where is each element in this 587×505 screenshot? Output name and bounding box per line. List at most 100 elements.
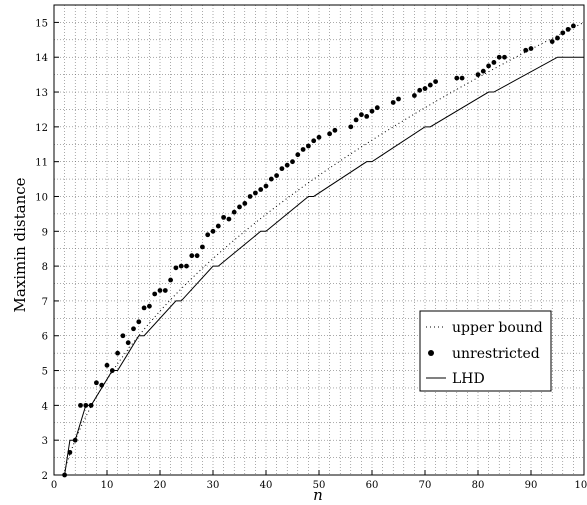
data-point-unrestricted [274, 173, 279, 178]
legend-label-lhd: LHD [452, 371, 485, 387]
x-tick-label: 90 [525, 480, 538, 491]
data-point-unrestricted [147, 303, 152, 309]
series-line-lhd [64, 56, 584, 476]
data-point-unrestricted [247, 194, 253, 199]
data-point-unrestricted [560, 30, 566, 36]
y-tick-label: 10 [35, 192, 48, 203]
data-point-unrestricted [131, 326, 136, 332]
y-tick-label: 5 [42, 367, 48, 378]
data-point-unrestricted [332, 127, 338, 133]
data-point-unrestricted [226, 216, 232, 222]
data-point-unrestricted [549, 39, 555, 44]
data-point-unrestricted [231, 209, 237, 215]
y-tick-label: 9 [42, 227, 48, 238]
data-point-unrestricted [237, 204, 242, 210]
y-tick-label: 8 [42, 262, 48, 273]
data-point-unrestricted [523, 47, 529, 53]
legend-label-unrestricted: unrestricted [452, 346, 540, 362]
data-point-unrestricted [279, 166, 285, 172]
x-tick-label: 70 [419, 480, 432, 491]
x-tick-label: 50 [313, 480, 326, 491]
data-point-unrestricted [348, 124, 354, 130]
data-point-unrestricted [136, 319, 142, 325]
y-tick-label: 6 [42, 332, 48, 343]
data-point-unrestricted [555, 35, 560, 41]
data-point-unrestricted [364, 114, 370, 119]
data-point-unrestricted [412, 93, 417, 98]
data-point-unrestricted [459, 75, 465, 81]
data-point-unrestricted [94, 380, 99, 386]
data-point-unrestricted [189, 253, 195, 259]
data-point-unrestricted [162, 288, 168, 293]
x-tick-label: 0 [51, 480, 57, 491]
data-point-unrestricted [486, 63, 491, 69]
legend-label-upper-bound: upper bound [452, 320, 543, 336]
data-point-unrestricted [152, 291, 158, 297]
data-point-unrestricted [528, 46, 534, 51]
y-axis-label: Maximin distance [11, 177, 29, 312]
data-point-unrestricted [210, 228, 216, 234]
legend-swatch-unrestricted [428, 350, 434, 356]
x-tick-label: 60 [366, 480, 379, 491]
data-point-unrestricted [374, 105, 380, 111]
data-point-unrestricted [168, 277, 174, 283]
data-point-unrestricted [205, 232, 211, 238]
data-point-unrestricted [253, 190, 258, 196]
data-point-unrestricted [141, 305, 147, 311]
data-point-unrestricted [427, 82, 433, 88]
data-point-unrestricted [284, 162, 290, 168]
data-point-unrestricted [120, 333, 126, 339]
data-point-unrestricted [359, 112, 364, 118]
data-point-unrestricted [433, 79, 438, 84]
x-tick-label: 30 [207, 480, 220, 491]
data-point-unrestricted [125, 340, 131, 346]
y-tick-label: 7 [42, 297, 48, 308]
data-point-unrestricted [311, 138, 317, 144]
data-point-unrestricted [316, 134, 322, 140]
data-point-unrestricted [353, 117, 359, 123]
data-point-unrestricted [422, 86, 428, 91]
y-tick-label: 12 [35, 123, 48, 134]
data-point-unrestricted [571, 23, 576, 29]
x-tick-label: 80 [472, 480, 485, 491]
data-point-unrestricted [290, 159, 295, 165]
data-point-unrestricted [565, 26, 571, 32]
y-tick-label: 14 [35, 53, 48, 64]
y-tick-label: 13 [35, 88, 48, 99]
data-point-unrestricted [215, 223, 221, 229]
data-point-unrestricted [268, 176, 274, 182]
series [62, 21, 585, 478]
y-tick-label: 4 [42, 401, 48, 412]
y-tick-label: 15 [35, 18, 48, 29]
plot-frame [53, 4, 585, 476]
data-point-unrestricted [295, 152, 301, 158]
legend: upper bound unrestricted LHD [419, 310, 552, 392]
x-tick-label: 40 [260, 480, 273, 491]
data-point-unrestricted [306, 143, 311, 149]
data-point-unrestricted [184, 263, 189, 269]
data-point-unrestricted [396, 96, 401, 102]
data-point-unrestricted [194, 253, 200, 259]
data-point-unrestricted [369, 108, 375, 114]
data-point-unrestricted [221, 214, 227, 220]
data-point-unrestricted [173, 265, 179, 271]
data-point-unrestricted [496, 54, 502, 60]
y-tick-label: 11 [35, 158, 48, 169]
axis-ticks: 0 10 20 30 40 50 60 70 80 90 100 2 3 4 5 6 7 8 9 10 11 12 13 14… [35, 18, 587, 491]
data-point-unrestricted [480, 68, 486, 74]
data-point-unrestricted [390, 100, 396, 105]
data-point-unrestricted [258, 187, 264, 192]
data-point-unrestricted [263, 183, 269, 189]
data-point-unrestricted [475, 72, 481, 78]
y-tick-label: 3 [42, 436, 48, 447]
x-tick-label: 100 [574, 480, 587, 491]
data-point-unrestricted [300, 147, 306, 152]
data-point-unrestricted [491, 60, 497, 65]
data-point-unrestricted [454, 75, 460, 81]
data-point-unrestricted [200, 244, 205, 250]
grid [53, 4, 585, 476]
data-point-unrestricted [115, 350, 120, 356]
series-line-upper-bound [64, 21, 585, 471]
data-point-unrestricted [417, 87, 423, 93]
